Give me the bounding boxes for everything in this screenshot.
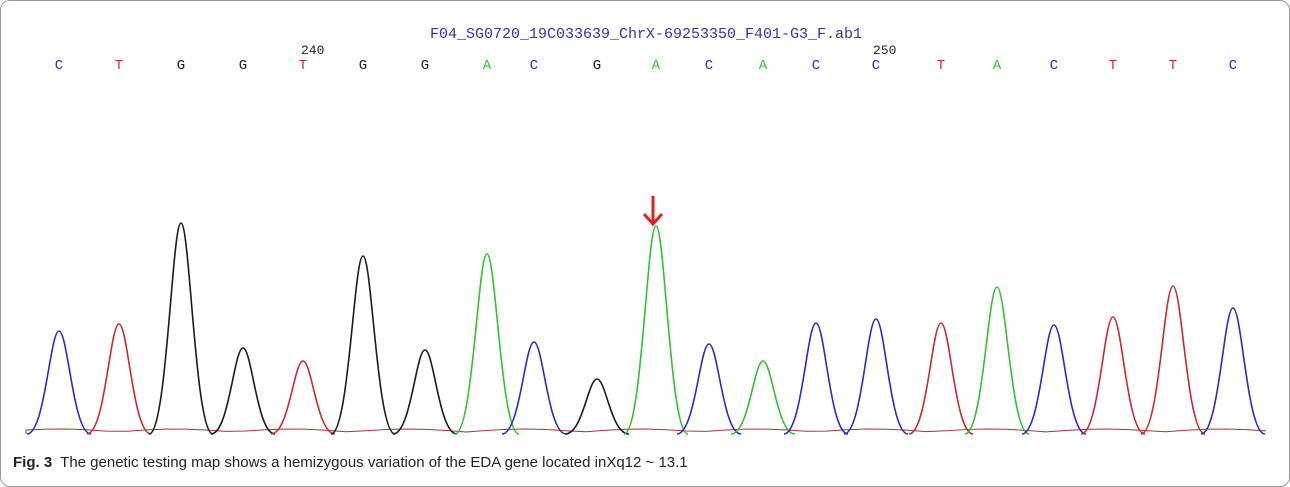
- peak: [1022, 325, 1086, 434]
- base-call: C: [530, 58, 538, 74]
- variant-arrow: [644, 196, 662, 224]
- peak: [331, 256, 395, 434]
- peak: [844, 319, 908, 434]
- base-call: G: [421, 58, 429, 74]
- base-call: C: [872, 58, 880, 74]
- peak: [909, 323, 973, 434]
- peak: [149, 223, 213, 434]
- caption: Fig. 3 The genetic testing map shows a he…: [13, 454, 688, 471]
- base-call: C: [55, 58, 63, 74]
- base-call: G: [359, 58, 367, 74]
- peak: [393, 350, 457, 434]
- base-call: C: [1229, 58, 1237, 74]
- base-call: T: [1169, 58, 1177, 74]
- base-call: A: [759, 58, 768, 74]
- peaks: [26, 223, 1266, 434]
- peak: [624, 226, 688, 434]
- peak: [965, 287, 1029, 434]
- base-call: T: [299, 58, 307, 74]
- base-call: A: [993, 58, 1002, 74]
- position-label: 240: [301, 43, 324, 58]
- peak: [1201, 308, 1265, 434]
- base-call: T: [937, 58, 945, 74]
- caption-label: Fig. 3: [13, 454, 52, 471]
- chromatogram: F04_SG0720_19C033639_ChrX-69253350_F401-…: [1, 1, 1289, 451]
- position-label: 250: [873, 43, 896, 58]
- peak: [1081, 317, 1145, 434]
- peak: [677, 344, 741, 434]
- base-call: G: [593, 58, 601, 74]
- peak: [455, 254, 519, 434]
- peak: [271, 361, 335, 434]
- caption-text: The genetic testing map shows a hemizygo…: [60, 454, 687, 471]
- peak: [87, 324, 151, 434]
- peak: [211, 348, 275, 434]
- figure: F04_SG0720_19C033639_ChrX-69253350_F401-…: [0, 0, 1290, 487]
- base-call: C: [812, 58, 820, 74]
- peak: [1141, 286, 1205, 434]
- peak: [784, 323, 848, 434]
- base-call: T: [115, 58, 123, 74]
- peak: [565, 379, 629, 434]
- base-call: A: [483, 58, 492, 74]
- base-call: C: [705, 58, 713, 74]
- base-call: G: [177, 58, 185, 74]
- base-call: C: [1050, 58, 1058, 74]
- peak: [731, 361, 795, 434]
- base-call: T: [1109, 58, 1117, 74]
- base-call: A: [652, 58, 661, 74]
- trace-title: F04_SG0720_19C033639_ChrX-69253350_F401-…: [430, 26, 862, 43]
- base-call: G: [239, 58, 247, 74]
- peak: [27, 331, 91, 434]
